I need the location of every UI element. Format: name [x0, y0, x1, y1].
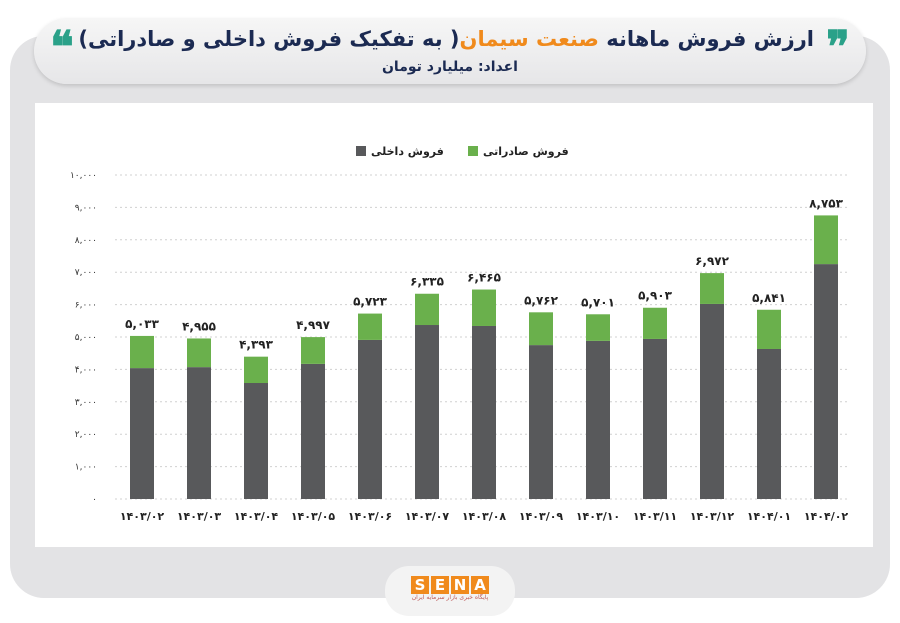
title-highlight: صنعت سیمان: [459, 27, 599, 51]
bar-export: [130, 335, 154, 369]
bar-domestic: [415, 325, 439, 499]
bar-export: [415, 293, 439, 326]
bar-domestic: [586, 340, 610, 499]
bar-export: [700, 273, 724, 304]
data-label: ۵,۷۰۱: [581, 295, 615, 309]
y-tick-label: ۵,۰۰۰: [75, 333, 97, 343]
title-part1: ارزش فروش ماهانه: [606, 27, 814, 51]
data-label: ۴,۹۹۷: [296, 318, 331, 332]
bar-domestic: [358, 339, 382, 499]
title-part2: ( به تفکیک فروش داخلی و صادراتی): [78, 27, 460, 51]
bar-domestic: [700, 303, 724, 499]
chart-panel: [35, 103, 873, 547]
data-label: ۸,۷۵۳: [809, 196, 844, 210]
title-banner: ❞ ❝ ارزش فروش ماهانه صنعت سیمان( به تفکی…: [34, 18, 866, 84]
bar-domestic: [244, 383, 268, 499]
page-subtitle: اعداد: میلیارد تومان: [381, 59, 518, 75]
y-tick-label: ۳,۰۰۰: [75, 398, 97, 408]
legend-label-export: فروش صادراتی: [483, 145, 569, 158]
data-label: ۴,۳۹۳: [239, 338, 274, 352]
y-tick-label: ۶,۰۰۰: [75, 301, 97, 311]
bar-export: [586, 314, 610, 341]
bar-domestic: [187, 367, 211, 499]
bar-domestic: [130, 368, 154, 499]
y-tick-label: ۱۰,۰۰۰: [70, 171, 97, 181]
quote-close-icon: ❝: [50, 26, 74, 73]
y-tick-label: ۴,۰۰۰: [75, 365, 97, 375]
x-tick-label: ۱۴۰۳/۱۲: [690, 510, 735, 523]
bar-export: [301, 337, 325, 364]
y-tick-label: ۸,۰۰۰: [75, 236, 97, 246]
data-label: ۴,۹۵۵: [182, 319, 216, 333]
bar-domestic: [757, 348, 781, 499]
data-label: ۵,۸۴۱: [752, 291, 786, 305]
y-tick-label: ۲,۰۰۰: [75, 430, 97, 440]
y-tick-label: ۷,۰۰۰: [75, 268, 97, 278]
y-tick-label: ۹,۰۰۰: [75, 203, 97, 213]
data-label: ۵,۷۶۲: [524, 293, 559, 307]
bar-export: [187, 338, 211, 368]
x-tick-label: ۱۴۰۴/۰۱: [747, 510, 791, 523]
x-tick-label: ۱۴۰۳/۰۸: [462, 510, 507, 523]
bar-export: [472, 289, 496, 326]
x-tick-label: ۱۴۰۳/۰۴: [234, 510, 279, 523]
x-tick-label: ۱۴۰۳/۱۰: [576, 510, 620, 523]
data-label: ۵,۰۳۳: [125, 317, 160, 331]
bar-export: [529, 312, 553, 346]
bar-export: [643, 307, 667, 339]
page-title: ارزش فروش ماهانه صنعت سیمان( به تفکیک فر…: [78, 26, 814, 52]
legend-swatch-domestic: [356, 146, 366, 156]
x-tick-label: ۱۴۰۳/۰۶: [348, 510, 392, 523]
quote-open-icon: ❞: [826, 26, 850, 73]
x-tick-label: ۱۴۰۳/۰۲: [120, 510, 165, 523]
data-label: ۵,۷۲۳: [353, 295, 388, 309]
data-label: ۶,۹۷۲: [695, 254, 730, 268]
x-tick-label: ۱۴۰۳/۰۵: [291, 510, 336, 523]
bar-export: [814, 215, 838, 265]
data-label: ۶,۳۳۵: [410, 275, 444, 289]
x-tick-label: ۱۴۰۳/۰۹: [519, 510, 564, 523]
y-tick-label: ۰: [92, 495, 97, 505]
legend-label-domestic: فروش داخلی: [371, 145, 444, 158]
bar-domestic: [814, 264, 838, 499]
data-label: ۶,۴۶۵: [467, 271, 501, 285]
bar-domestic: [529, 345, 553, 499]
legend-swatch-export: [468, 146, 478, 156]
x-tick-label: ۱۴۰۳/۱۱: [633, 510, 677, 523]
bar-export: [358, 313, 382, 340]
bar-domestic: [643, 338, 667, 499]
x-tick-label: ۱۴۰۴/۰۲: [804, 510, 849, 523]
bar-domestic: [472, 325, 496, 499]
bar-export: [244, 356, 268, 384]
x-tick-label: ۱۴۰۳/۰۷: [405, 510, 450, 523]
x-tick-label: ۱۴۰۳/۰۳: [177, 510, 222, 523]
bar-domestic: [301, 363, 325, 499]
y-tick-label: ۱,۰۰۰: [75, 463, 97, 473]
bar-export: [757, 309, 781, 349]
data-label: ۵,۹۰۳: [638, 289, 673, 303]
